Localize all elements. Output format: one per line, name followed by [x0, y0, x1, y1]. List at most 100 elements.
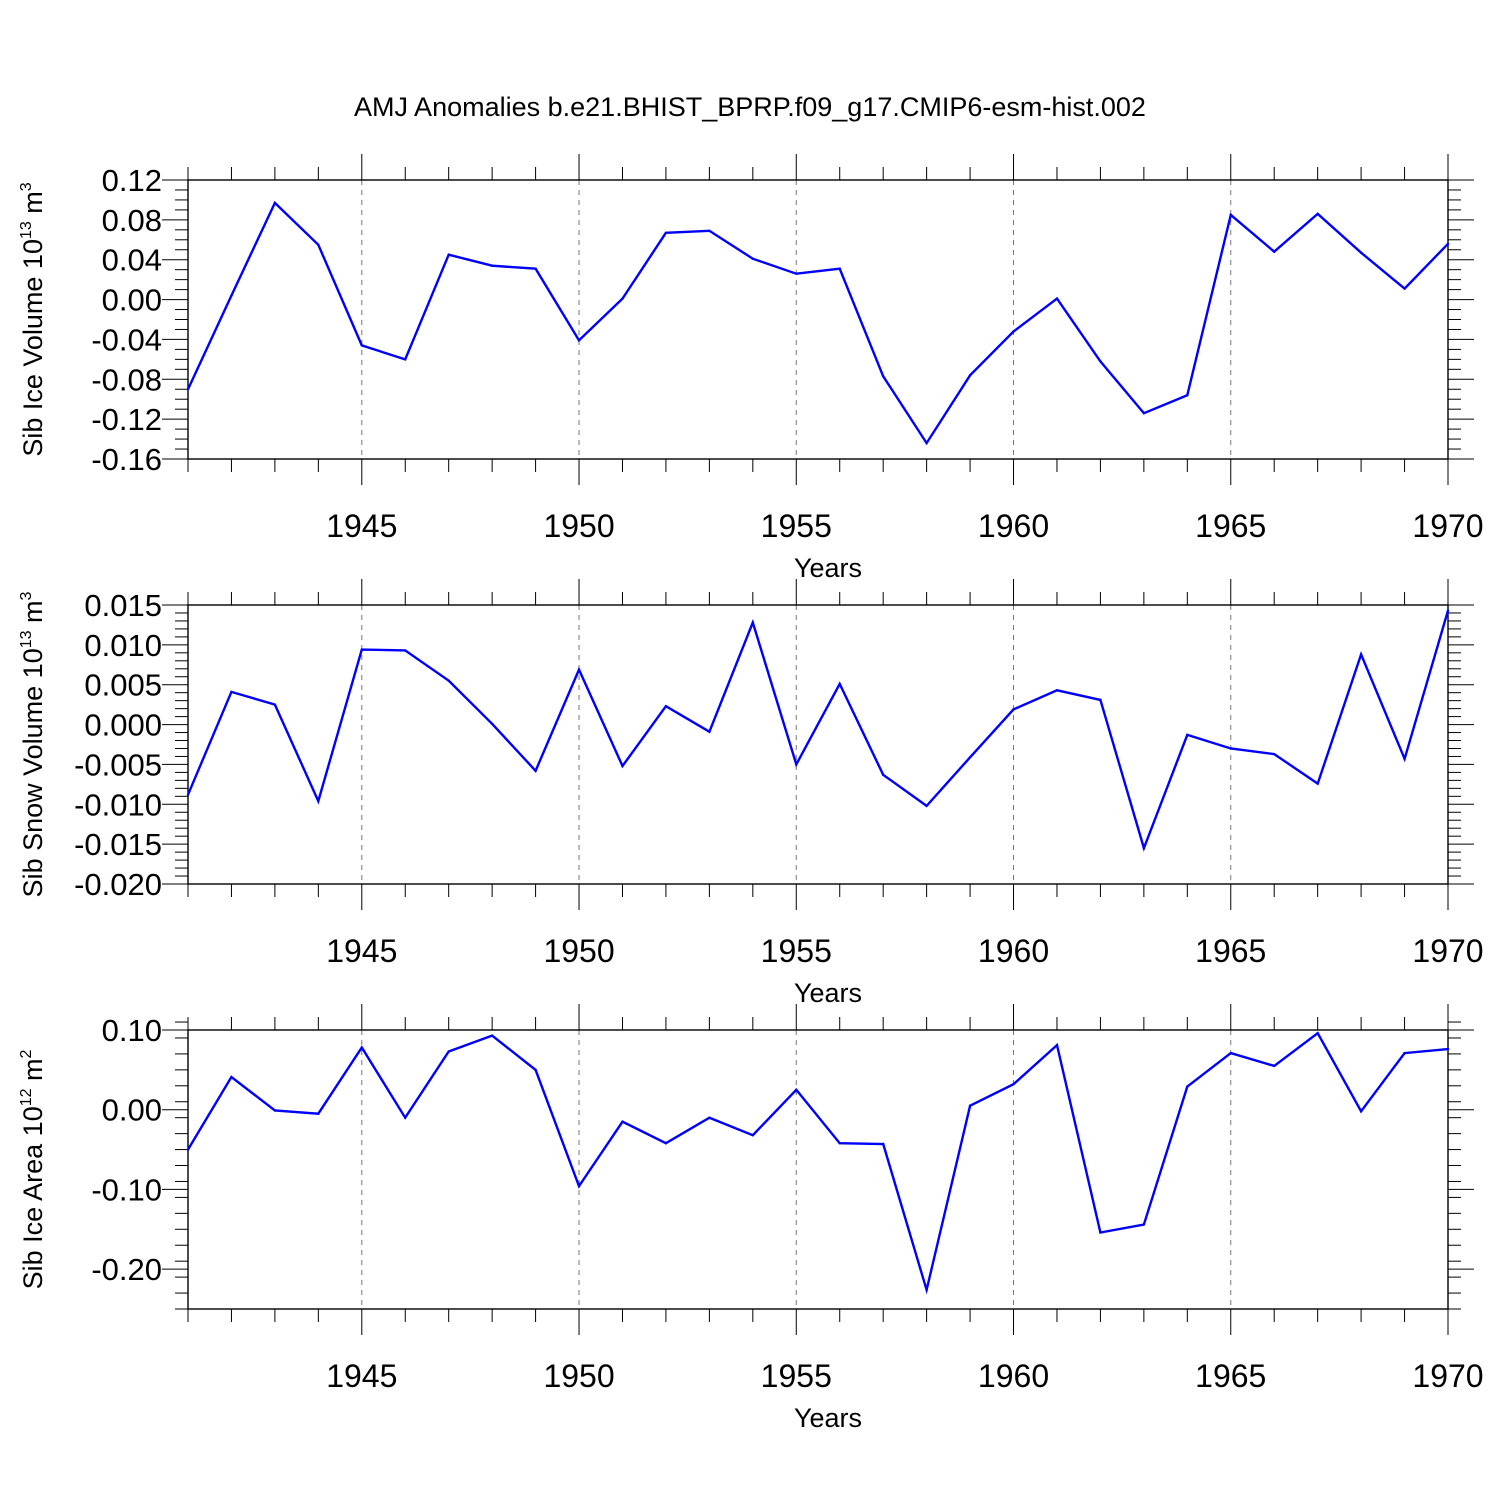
- data-point: [751, 257, 755, 260]
- x-tick-label: 1950: [543, 933, 614, 969]
- data-point: [795, 1088, 798, 1091]
- data-point: [577, 339, 581, 342]
- data-point: [838, 1141, 841, 1145]
- data-point: [1099, 360, 1102, 363]
- x-tick-label: 1945: [326, 1358, 397, 1394]
- data-point: [1446, 609, 1450, 612]
- y-tick-label: 0.12: [102, 163, 162, 198]
- data-point: [621, 764, 624, 768]
- data-point: [534, 1068, 537, 1072]
- data-point: [1316, 212, 1319, 216]
- data-point: [1099, 698, 1102, 702]
- y-tick-label: 0.00: [102, 283, 162, 318]
- data-point: [795, 272, 798, 275]
- data-point: [1229, 213, 1232, 217]
- data-point: [1055, 689, 1059, 692]
- figure-title: AMJ Anomalies b.e21.BHIST_BPRP.f09_g17.C…: [354, 92, 1146, 122]
- x-tick-label: 1965: [1195, 1358, 1266, 1394]
- data-point: [273, 1109, 277, 1112]
- data-point: [317, 243, 320, 246]
- data-point: [1186, 394, 1189, 397]
- y-axis-label: Sib Ice Volume 1013 m3: [18, 182, 48, 456]
- data-point: [1273, 1064, 1276, 1068]
- data-point: [708, 1116, 711, 1119]
- x-tick-label: 1970: [1412, 1358, 1483, 1394]
- data-point: [881, 1142, 885, 1146]
- data-point: [1273, 752, 1276, 756]
- data-point: [925, 1288, 928, 1292]
- chart-panel-1: 0.12 0.08 0.04 0.00 -0.04 -0.08 -0.12 -0.16 1945…: [18, 154, 1484, 583]
- data-point: [1055, 1043, 1059, 1047]
- y-axis-label: Sib Ice Area 1012 m2: [18, 1049, 48, 1289]
- data-point: [1186, 733, 1189, 737]
- data-point: [404, 1116, 407, 1119]
- y-tick-label: 0.010: [84, 628, 162, 663]
- data-point: [577, 668, 581, 671]
- y-axis-label-unit-exponent: 2: [18, 1049, 35, 1058]
- data-point: [1229, 747, 1232, 750]
- x-axis-label: Years: [794, 978, 862, 1008]
- x-tick-label: 1945: [326, 508, 397, 544]
- data-point: [360, 648, 363, 651]
- y-tick-label: -0.10: [91, 1172, 162, 1207]
- data-point: [186, 793, 190, 796]
- x-tick-label: 1950: [543, 1358, 614, 1394]
- data-point: [404, 649, 407, 652]
- data-point: [317, 799, 320, 803]
- y-axis-label-exponent: 12: [18, 1088, 35, 1106]
- data-point: [1359, 1110, 1363, 1113]
- data-point: [230, 294, 233, 297]
- data-point: [1142, 846, 1146, 850]
- x-tick-label: 1965: [1195, 933, 1266, 969]
- data-point: [621, 1120, 624, 1123]
- y-tick-label: 0.005: [84, 668, 162, 703]
- data-point: [1446, 242, 1450, 245]
- chart-panel-2: 0.015 0.010 0.005 0.000 -0.005 -0.010 -0.015 -0…: [18, 579, 1484, 1008]
- y-axis-label: Sib Snow Volume 1013 m3: [18, 591, 48, 897]
- y-axis-label-text: Sib Ice Volume 10: [18, 239, 48, 457]
- data-point: [1055, 297, 1059, 300]
- data-point: [664, 231, 668, 235]
- data-point: [1012, 708, 1015, 711]
- data-point: [1316, 1031, 1319, 1035]
- x-tick-label: 1950: [543, 508, 614, 544]
- data-point: [621, 297, 624, 300]
- y-axis-label-unit: m: [18, 1058, 48, 1088]
- data-point: [1229, 1051, 1232, 1055]
- data-point: [838, 267, 841, 270]
- data-point: [1142, 411, 1146, 415]
- chart-panel-3: 0.10 0.00 -0.10 -0.20 1945 1950 1955 1960 1965 19…: [18, 1004, 1484, 1433]
- x-axis-label: Years: [794, 1403, 862, 1433]
- x-tick-label: 1955: [761, 933, 832, 969]
- data-point: [881, 375, 885, 378]
- data-point: [1359, 251, 1363, 254]
- y-axis-label-text: Sib Snow Volume 10: [18, 648, 48, 897]
- data-point: [751, 621, 755, 624]
- data-point: [1446, 1047, 1450, 1051]
- data-point: [708, 730, 711, 733]
- data-point: [534, 769, 537, 773]
- y-tick-label: -0.04: [91, 322, 162, 357]
- y-tick-label: -0.020: [74, 867, 162, 902]
- y-tick-label: 0.00: [102, 1093, 162, 1128]
- data-point: [881, 773, 885, 776]
- data-point: [534, 267, 537, 270]
- data-point: [447, 1050, 450, 1053]
- data-point: [664, 705, 668, 708]
- data-point: [1359, 653, 1363, 656]
- data-point: [1273, 250, 1276, 253]
- y-tick-label: 0.10: [102, 1013, 162, 1048]
- plot-frame: [187, 179, 1449, 460]
- data-point: [1403, 1051, 1406, 1055]
- x-tick-label: 1970: [1412, 508, 1483, 544]
- data-series-line: [186, 200, 1449, 446]
- x-tick-label: 1960: [978, 933, 1049, 969]
- data-point: [490, 1034, 494, 1037]
- data-point: [1186, 1085, 1189, 1088]
- y-tick-label: 0.08: [102, 203, 162, 238]
- data-point: [1012, 330, 1015, 333]
- data-point: [1099, 1231, 1102, 1234]
- data-point: [577, 1185, 581, 1188]
- x-tick-label: 1955: [761, 1358, 832, 1394]
